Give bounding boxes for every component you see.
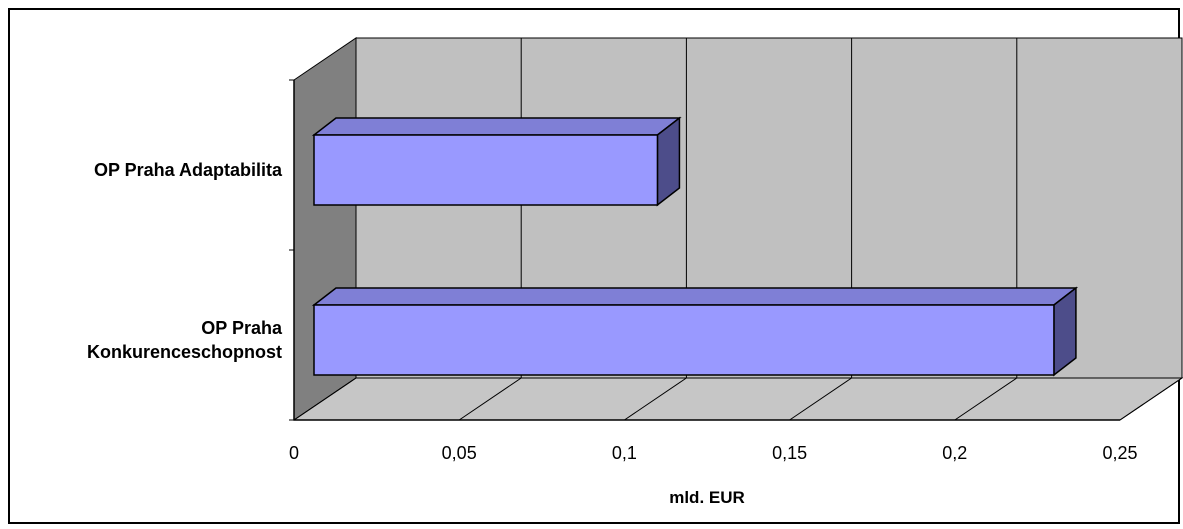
category-label: OP Praha Adaptabilita — [94, 160, 283, 180]
gridline-floor — [1119, 377, 1183, 421]
bar-top-face — [311, 117, 682, 136]
bar — [311, 116, 682, 207]
category-label-line: Konkurenceschopnost — [87, 342, 282, 362]
axes — [289, 79, 1120, 421]
category-label: OP Praha Konkurenceschopnost — [87, 318, 283, 362]
x-axis-title: mld. EUR — [669, 488, 745, 507]
x-tick-label: 0,05 — [442, 443, 477, 463]
bar — [311, 286, 1079, 377]
gridline-floor — [789, 377, 852, 421]
x-tick-label: 0,1 — [612, 443, 637, 463]
gridline-floor — [293, 377, 357, 421]
gridline-floor — [954, 377, 1018, 421]
x-tick-label: 0,25 — [1102, 443, 1137, 463]
x-tick-label: 0,15 — [772, 443, 807, 463]
category-label-line: OP Praha Adaptabilita — [94, 160, 283, 180]
x-tick-label: 0,2 — [942, 443, 967, 463]
category-label-line: OP Praha — [201, 318, 283, 338]
bar-front-face — [313, 304, 1055, 376]
gridline-floor — [458, 377, 522, 421]
bars — [311, 116, 1079, 377]
bar-top-face — [311, 287, 1079, 306]
bar-front-face — [313, 134, 659, 206]
floor — [292, 377, 1183, 421]
gridline-floor — [624, 377, 687, 421]
labels: OP Praha Adaptabilita OP Praha Konkurences… — [87, 160, 1138, 507]
x-tick-label: 0 — [289, 443, 299, 463]
